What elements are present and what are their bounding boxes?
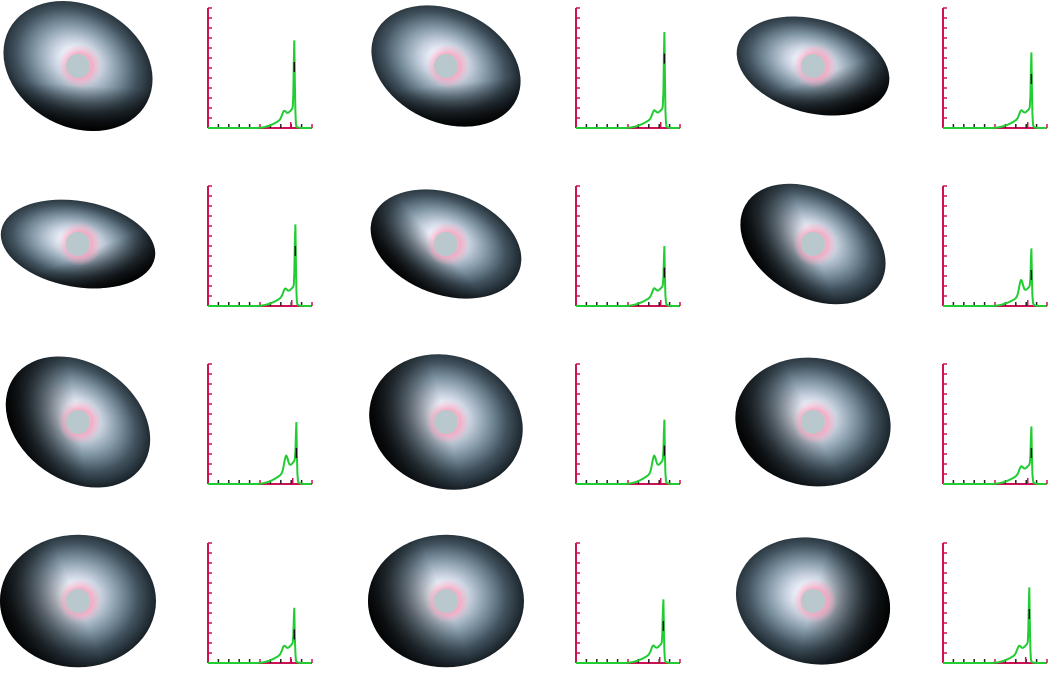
disk-core xyxy=(66,410,90,434)
disk-core xyxy=(66,589,90,613)
spectrum-line xyxy=(208,422,312,485)
disk-core xyxy=(434,54,458,78)
spectrum-line xyxy=(943,52,1047,129)
spectrum-line xyxy=(943,587,1047,664)
spectrum-line xyxy=(208,224,312,307)
spectrum-plot xyxy=(207,363,313,485)
disk-core xyxy=(434,232,458,256)
spectrum-line xyxy=(576,31,680,129)
spectrum-plot xyxy=(575,363,681,485)
spectrum-plot xyxy=(575,542,681,664)
disk-core xyxy=(801,589,825,613)
disk-image xyxy=(735,357,891,487)
spectrum-plot xyxy=(942,542,1048,664)
spectrum-plot xyxy=(942,7,1048,129)
disk-image xyxy=(370,189,522,299)
spectrum-plot xyxy=(207,542,313,664)
spectrum-line xyxy=(208,40,312,129)
spectrum-plot xyxy=(575,7,681,129)
spectrum-line xyxy=(943,426,1047,485)
disk-image xyxy=(0,534,156,668)
spectrum-line xyxy=(208,607,312,664)
spectrum-plot xyxy=(207,7,313,129)
spectrum-plot xyxy=(207,185,313,307)
disk-core xyxy=(66,232,90,256)
spectrum-line xyxy=(576,599,680,664)
disk-image xyxy=(5,356,151,488)
spectrum-line xyxy=(576,245,680,307)
disk-image xyxy=(368,534,524,668)
spectrum-line xyxy=(943,248,1047,307)
disk-image xyxy=(371,5,521,127)
disk-core xyxy=(434,410,458,434)
spectrum-plot xyxy=(942,363,1048,485)
spectrum-line xyxy=(576,419,680,485)
disk-core xyxy=(434,589,458,613)
disk-core xyxy=(801,410,825,434)
disk-core xyxy=(801,232,825,256)
disk-image xyxy=(740,183,886,305)
disk-core xyxy=(66,54,90,78)
spectrum-plot xyxy=(942,185,1048,307)
disk-core xyxy=(801,54,825,78)
disk-image xyxy=(736,16,890,116)
disk-image xyxy=(0,199,156,289)
spectrum-plot xyxy=(575,185,681,307)
disk-image xyxy=(3,0,153,132)
disk-image xyxy=(369,354,523,490)
disk-image xyxy=(735,537,891,665)
